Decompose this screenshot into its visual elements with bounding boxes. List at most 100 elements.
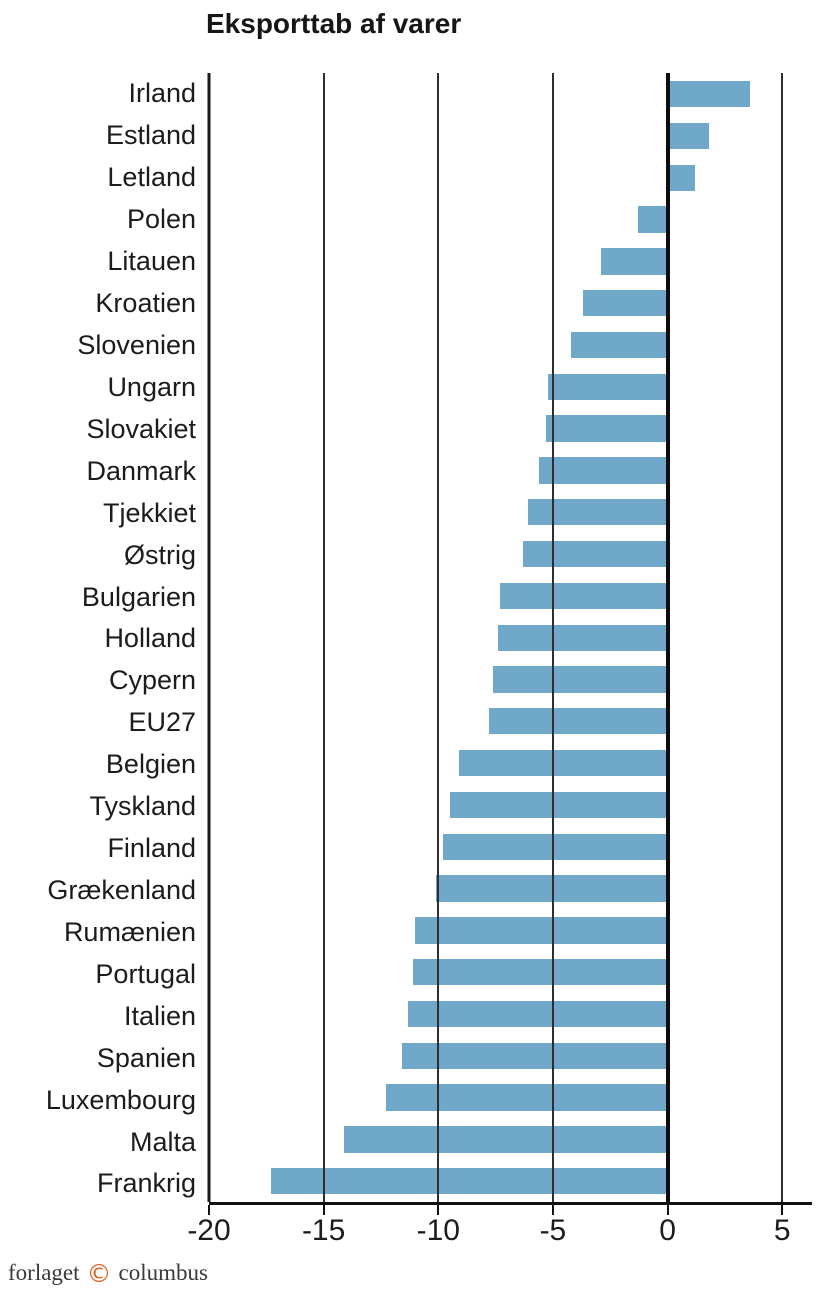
bar [488,708,668,735]
bar [523,540,668,568]
bar [413,959,668,986]
bar [415,917,668,944]
category-label: Slovakiet [86,413,196,444]
bar-row [209,784,812,826]
x-axis-tick-label: -15 [301,1214,346,1247]
bar-row [209,449,812,491]
bar [401,1042,668,1069]
category-label: Finland [107,833,196,864]
bar [270,1168,668,1195]
bar [667,80,751,108]
category-label: Polen [126,204,196,235]
bar [546,415,668,442]
bar-rows [209,73,812,1202]
bar-row [209,366,812,408]
category-label: Tyskland [89,791,196,822]
category-label: Litauen [107,246,196,277]
bar [449,791,668,819]
bar-row [209,575,812,617]
x-axis-tick-labels: -20 -15 -10 -5 0 5 [187,1214,812,1254]
bar-row [209,73,812,115]
bar-row [209,533,812,575]
x-axis-tick-label: -20 [187,1214,231,1247]
category-label: Kroatien [95,288,196,319]
publisher-footer: forlaget © columbus [8,1260,208,1286]
bar-row [209,658,812,700]
bar [385,1084,668,1111]
x-axis-tick [781,1205,784,1215]
x-axis-tick-label: -5 [539,1214,567,1247]
gridline [322,73,325,1202]
category-label: Østrig [123,539,196,570]
category-label: Italien [123,1000,196,1031]
bar-row [209,282,812,324]
bar [527,499,668,526]
bar [458,749,668,777]
x-axis-tick [437,1205,440,1215]
copyright-icon: © [86,1258,112,1288]
category-label: Holland [104,623,196,654]
publisher-name: columbus [118,1260,208,1285]
category-label-column: Irland Estland Letland Polen Litauen Kroatien… [0,73,196,1205]
category-label: Malta [129,1126,196,1157]
bar [667,164,696,191]
bar-chart-plot-area [207,73,812,1215]
gridline [437,73,440,1202]
bar-row [209,826,812,868]
x-axis-tick [551,1205,554,1215]
category-label: Frankrig [96,1168,196,1199]
bar-row [209,240,812,282]
chart-title: Eksporttab af varer [206,8,462,39]
category-label: EU27 [128,707,196,738]
category-label: Slovenien [77,329,196,360]
bar [500,582,668,610]
x-axis-tick-label: -10 [416,1214,460,1247]
bar [637,206,668,233]
category-label: Bulgarien [81,581,196,612]
bar-row [209,324,812,366]
bar [548,373,668,400]
category-label: Letland [107,162,196,193]
category-label: Danmark [86,455,196,486]
category-label: Belgien [105,749,196,780]
category-label: Spanien [96,1042,196,1073]
bar [539,457,668,484]
category-label: Cypern [108,665,196,696]
bar-row [209,700,812,742]
bar [493,666,668,693]
bar-row [209,951,812,993]
bar-row [209,1077,812,1119]
bar [435,875,668,902]
bar [408,1000,668,1028]
bar [667,122,709,150]
bar-row [209,867,812,909]
bar-row [209,157,812,199]
bar-row [209,993,812,1035]
x-axis-tick-label: 5 [773,1214,791,1247]
gridline [781,73,784,1202]
publisher-prefix: forlaget [8,1260,80,1285]
bar-row [209,198,812,240]
bar-row [209,1035,812,1077]
bar [582,290,668,317]
category-label: Tjekkiet [102,497,196,528]
bar-row [209,1160,812,1202]
gridline [207,73,211,1202]
bar [601,248,668,275]
zero-axis-line [665,73,670,1202]
category-label: Irland [128,78,196,109]
bar-row [209,617,812,659]
x-axis-tick [322,1205,325,1215]
category-label: Grækenland [47,874,196,905]
category-label: Rumænien [63,916,196,947]
category-label: Portugal [95,958,196,989]
x-axis-tick [208,1205,210,1215]
bar-row [209,909,812,951]
bar-row [209,491,812,533]
x-axis-tick-label: 0 [659,1214,676,1247]
bar-row [209,742,812,784]
bar-row [209,115,812,157]
bar-row [209,408,812,450]
bar [571,331,668,359]
